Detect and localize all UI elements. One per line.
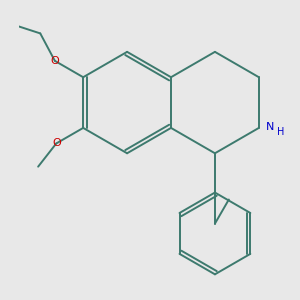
Text: H: H xyxy=(277,127,284,137)
Text: N: N xyxy=(266,122,275,132)
Text: O: O xyxy=(50,56,59,66)
Text: O: O xyxy=(52,139,61,148)
